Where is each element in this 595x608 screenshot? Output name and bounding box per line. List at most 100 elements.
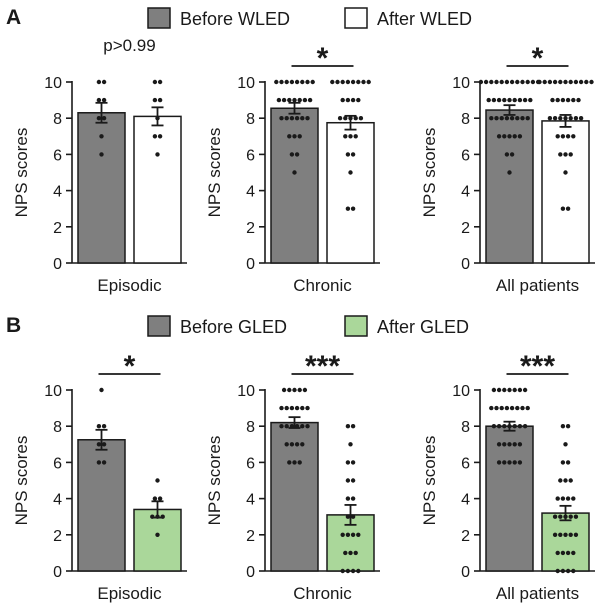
data-point: [345, 97, 351, 103]
y-tick-label: 4: [246, 184, 255, 201]
data-point: [491, 424, 497, 429]
category-label: Episodic: [97, 276, 162, 295]
y-tick-label: 4: [246, 492, 255, 509]
y-tick-label: 6: [461, 455, 470, 472]
data-point: [504, 79, 510, 85]
data-point: [279, 405, 284, 411]
data-point: [573, 116, 579, 121]
data-point: [512, 460, 517, 465]
y-tick-label: 8: [461, 111, 470, 128]
y-tick-label: 6: [246, 455, 255, 472]
data-point: [350, 424, 356, 429]
data-point: [345, 568, 351, 574]
bar-before: [270, 421, 319, 572]
legend-label-before: Before GLED: [180, 317, 287, 337]
data-point: [350, 532, 356, 537]
data-point: [343, 116, 348, 121]
data-point: [340, 568, 345, 574]
data-point: [520, 79, 525, 85]
y-tick-label: 2: [53, 528, 62, 545]
data-point: [496, 442, 502, 447]
data-point: [356, 79, 361, 85]
data-point: [152, 134, 158, 139]
data-point: [568, 116, 573, 121]
data-point: [525, 116, 530, 121]
data-point: [571, 568, 576, 574]
significance-label: ***: [305, 350, 340, 383]
y-tick-label: 2: [246, 528, 255, 545]
y-axis-title: NPS scores: [420, 128, 439, 218]
category-label: Episodic: [97, 584, 162, 603]
y-tick-label: 4: [53, 492, 62, 509]
data-point: [558, 116, 563, 121]
data-point: [294, 405, 300, 411]
data-point: [340, 79, 345, 85]
data-point: [573, 532, 579, 537]
data-point: [502, 387, 507, 393]
data-point: [305, 424, 310, 429]
data-point: [560, 568, 566, 574]
data-point: [358, 116, 364, 121]
data-point: [555, 134, 560, 139]
data-point: [356, 97, 361, 103]
data-point: [284, 442, 289, 447]
data-point: [565, 424, 571, 429]
bar-before: [485, 109, 534, 264]
data-point: [502, 442, 507, 447]
data-point: [343, 550, 348, 556]
y-tick-label: 0: [246, 256, 255, 273]
bar-after: [133, 508, 182, 572]
data-point: [565, 568, 571, 574]
data-point: [507, 170, 512, 175]
data-point: [287, 460, 292, 465]
data-point: [568, 514, 573, 519]
bar-before: [485, 425, 534, 572]
data-point: [494, 405, 499, 411]
data-point: [281, 97, 287, 103]
data-point: [297, 460, 302, 465]
y-tick-label: 10: [452, 75, 470, 92]
data-point: [300, 79, 305, 85]
data-point: [584, 79, 589, 85]
data-point: [517, 460, 523, 465]
data-point: [507, 134, 512, 139]
y-tick-label: 2: [246, 220, 255, 237]
category-label: Chronic: [293, 584, 352, 603]
data-point: [345, 152, 351, 157]
data-point: [512, 387, 517, 393]
data-point: [547, 79, 553, 85]
y-tick-label: 0: [246, 564, 255, 581]
chart-chronic: NPS scores 0 2 4 6 8 10 Chronic ***: [205, 350, 380, 603]
data-point: [515, 116, 520, 121]
data-point: [491, 387, 497, 393]
y-tick-label: 2: [53, 220, 62, 237]
data-point: [568, 532, 573, 537]
data-point: [289, 116, 295, 121]
bar-after: [133, 115, 182, 264]
data-point: [307, 97, 313, 103]
data-point: [499, 79, 504, 85]
data-point: [289, 442, 295, 447]
data-point: [284, 424, 289, 429]
data-point: [558, 79, 563, 85]
data-point: [348, 170, 353, 175]
data-point: [502, 424, 507, 429]
data-point: [496, 424, 502, 429]
data-point: [509, 152, 515, 157]
y-tick-label: 6: [53, 147, 62, 164]
y-axis-title: NPS scores: [205, 436, 224, 526]
data-point: [350, 152, 356, 157]
data-point: [530, 79, 536, 85]
data-point: [302, 387, 308, 393]
y-tick-label: 8: [53, 111, 62, 128]
data-point: [507, 387, 512, 393]
data-point: [292, 134, 297, 139]
data-point: [555, 550, 560, 556]
data-point: [560, 550, 566, 556]
data-point: [571, 97, 576, 103]
data-point: [350, 496, 356, 501]
panel-A: A Before WLED After WLED NPS scores 0 2 4 6 8 10 E…: [6, 6, 595, 295]
data-point: [565, 97, 571, 103]
data-point: [284, 405, 289, 411]
data-point: [515, 405, 520, 411]
